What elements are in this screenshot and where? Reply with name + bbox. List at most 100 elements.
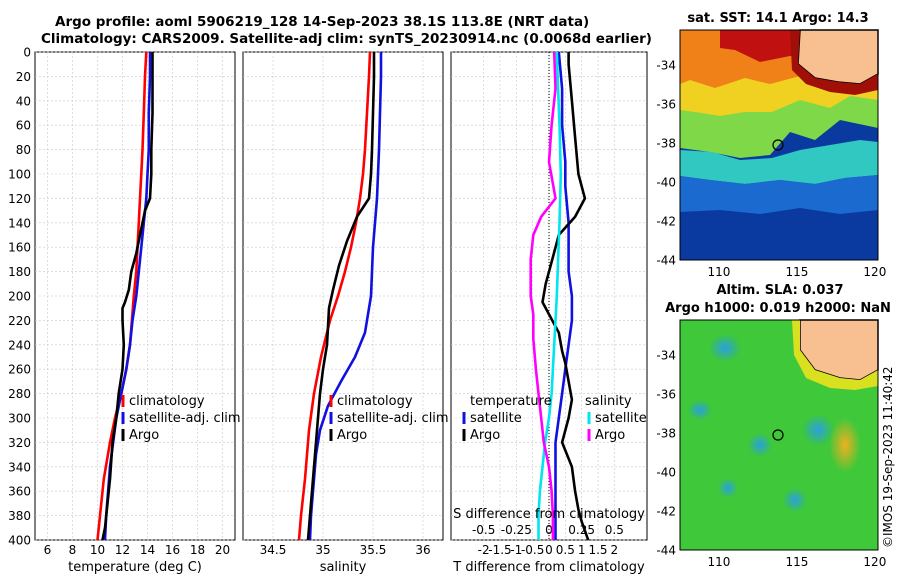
x-tick-label: 2	[611, 543, 619, 557]
x-tick-label: -1.5	[488, 543, 511, 557]
depth-tick-label: 340	[8, 460, 31, 474]
legend-climatology-label: climatology	[337, 394, 413, 409]
sst-cyan-band	[680, 140, 878, 184]
depth-tick-label: 100	[8, 168, 31, 182]
t-diff-xlabel: T difference from climatology	[452, 560, 645, 575]
series-line-climatology	[96, 51, 148, 541]
lat-tick-label: -40	[656, 466, 676, 480]
sst-mid-blue-band	[680, 175, 878, 214]
depth-tick-label: 300	[8, 412, 31, 426]
sla-argo-marker	[772, 429, 784, 441]
x-tick-label: 1.5	[588, 543, 607, 557]
depth-tick-label: 320	[8, 436, 31, 450]
series-line-t-argo	[541, 52, 590, 541]
x-tick-label: 20	[215, 543, 230, 557]
sst-map-title: sat. SST: 14.1 Argo: 14.3	[687, 11, 868, 26]
depth-tick-label: 120	[8, 192, 31, 206]
lat-tick-label: -38	[656, 427, 676, 441]
x-tick-label: 10	[90, 543, 105, 557]
salinity-tick-labels: 34.5 35 35.5 36	[260, 543, 431, 557]
x-tick-label: 8	[69, 543, 77, 557]
x-tick-label: 1	[578, 543, 586, 557]
s-tick-label: 0.25	[568, 523, 595, 537]
temperature-profile-lines	[96, 51, 154, 541]
lat-tick-label: -34	[656, 59, 676, 73]
sst-lon-tick-labels: 110 115 120	[708, 265, 887, 279]
x-tick-label: 18	[190, 543, 205, 557]
difference-profile-lines	[529, 51, 590, 541]
sla-cool-eddy	[709, 334, 741, 362]
depth-tick-label: 180	[8, 265, 31, 279]
legend-temperature-header: temperature	[470, 394, 552, 409]
s-tick-label: -0.5	[472, 523, 495, 537]
lat-tick-label: -38	[656, 137, 676, 151]
imos-credit: ©IMOS 19-Sep-2023 11:40:42	[881, 366, 895, 548]
sla-cool-eddy	[802, 414, 834, 446]
series-line-argo	[101, 52, 154, 541]
depth-tick-label: 160	[8, 241, 31, 255]
depth-tick-label: 260	[8, 363, 31, 377]
sla-lon-tick-labels: 110 115 120	[708, 555, 887, 569]
temperature-grid	[35, 51, 235, 541]
difference-panel: -2-1.5-1-0.5 0 0.5 1 1.5 2 -0.5 -0.25 0 0.25 0.5 …	[450, 51, 648, 575]
lon-tick-label: 120	[863, 555, 886, 569]
series-line-argo	[306, 52, 376, 541]
sla-map-title-1: Altim. SLA: 0.037	[717, 283, 844, 298]
s-diff-tick-labels: -0.5 -0.25 0 0.25 0.5	[472, 523, 624, 537]
legend-argo-label: Argo	[129, 428, 159, 443]
series-line-s-satellite	[537, 51, 563, 540]
series-line-t-satellite	[554, 51, 574, 540]
depth-tick-label: 80	[16, 143, 31, 157]
x-tick-label: -2	[478, 543, 490, 557]
depth-tick-label: 240	[8, 338, 31, 352]
depth-tick-label: 20	[16, 70, 31, 84]
salinity-profile-lines	[297, 51, 383, 541]
difference-legend: temperature salinity satellite Argo sate…	[462, 394, 647, 443]
series-line-satellite-adj-clim	[308, 52, 383, 541]
s-tick-label: 0.5	[605, 523, 624, 537]
legend-t-argo-label: Argo	[470, 428, 500, 443]
x-tick-label: 16	[165, 543, 180, 557]
sla-warm-eddy	[829, 417, 861, 473]
depth-tick-label: 400	[8, 534, 31, 548]
legend-s-satellite-label: satellite	[595, 411, 647, 426]
lon-tick-label: 120	[863, 265, 886, 279]
legend-t-satellite-label: satellite	[470, 411, 522, 426]
sst-map-frame	[679, 29, 879, 261]
depth-tick-label: 140	[8, 216, 31, 230]
series-line-s-argo	[529, 51, 557, 540]
sla-cool-eddy	[688, 400, 712, 420]
lat-tick-label: -44	[656, 254, 676, 268]
x-tick-label: 14	[140, 543, 155, 557]
lon-tick-label: 115	[785, 265, 808, 279]
x-tick-label: 0.5	[556, 543, 575, 557]
depth-tick-label: 40	[16, 94, 31, 108]
x-tick-label: -1	[510, 543, 522, 557]
x-tick-label: 34.5	[260, 543, 287, 557]
x-tick-label: 6	[44, 543, 52, 557]
lon-tick-label: 115	[785, 555, 808, 569]
lat-tick-label: -40	[656, 176, 676, 190]
x-tick-label: -0.5	[521, 543, 544, 557]
x-tick-label: 36	[415, 543, 430, 557]
lon-tick-label: 110	[708, 555, 731, 569]
x-tick-label: 0	[545, 543, 553, 557]
s-tick-label: 0	[545, 523, 553, 537]
s-diff-xlabel: S difference from climatology	[453, 507, 645, 522]
sst-lat-tick-labels: -34 -36 -38 -40 -42 -44	[656, 59, 676, 268]
depth-tick-label: 220	[8, 314, 31, 328]
lat-tick-label: -42	[656, 215, 676, 229]
sst-coastal-warm	[790, 30, 878, 95]
sla-cool-eddy	[748, 433, 772, 457]
temperature-panel: 0 20 40 60 80 100 120 140 160 180 200 220 240 260 280 3…	[8, 46, 241, 576]
salinity-xlabel: salinity	[320, 560, 367, 575]
series-line-climatology	[297, 51, 372, 541]
legend-argo-label: Argo	[337, 428, 367, 443]
salinity-panel: 34.5 35 35.5 36 salinity climatology satell…	[242, 51, 449, 575]
depth-tick-label: 0	[23, 46, 31, 60]
x-tick-label: 12	[115, 543, 130, 557]
depth-tick-label: 280	[8, 387, 31, 401]
depth-tick-label: 60	[16, 119, 31, 133]
sla-cool-eddy	[718, 478, 738, 498]
legend-satellite-label: satellite-adj. clim	[129, 411, 241, 426]
